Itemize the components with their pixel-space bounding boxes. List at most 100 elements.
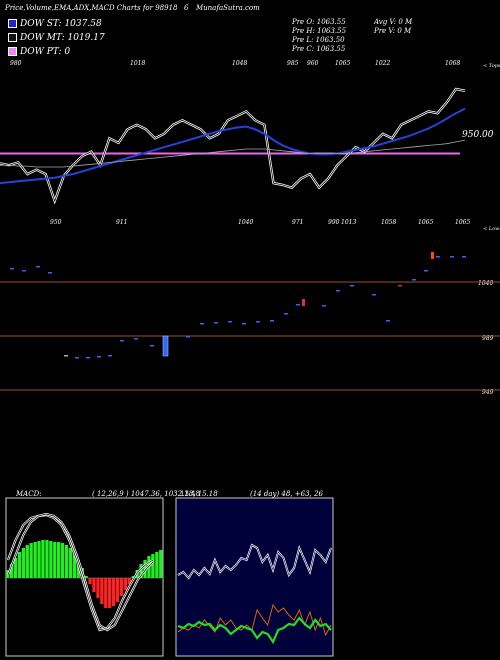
top-label-4: 985	[287, 60, 299, 67]
candle-mark	[86, 357, 90, 359]
top-label-2: 1018	[130, 60, 146, 67]
prev-high: Pre H: 1063.55	[292, 27, 347, 35]
candle-red-bar-2	[431, 252, 434, 259]
tops-tag: < Tops	[483, 63, 500, 69]
legend-label-mt: DOW MT: 1019.17	[20, 32, 105, 43]
level-label-3: 949	[482, 389, 494, 396]
level-label-2: 989	[482, 335, 494, 342]
candle-mark	[256, 321, 260, 323]
macd-histogram-bar	[84, 576, 88, 578]
legend-swatch-st	[8, 19, 17, 28]
legend-dow-pt: DOW PT: 0	[8, 46, 70, 57]
macd-histogram-bar	[45, 540, 49, 578]
site-name: MunafaSutra.com	[196, 4, 260, 12]
candle-mark	[97, 356, 101, 358]
macd-histogram-bar	[127, 578, 131, 584]
top-label-8: 1068	[445, 60, 461, 67]
dow-st-line	[0, 107, 466, 185]
prev-close: Pre C: 1063.55	[292, 45, 346, 53]
candle-mark	[322, 305, 326, 307]
macd-histogram-bar	[123, 578, 128, 590]
candle-big-bar	[162, 335, 169, 357]
bottom-label-2: 911	[116, 219, 128, 226]
candle-mark	[150, 345, 154, 347]
prev-volume: Pre V: 0 M	[374, 27, 412, 35]
legend-dow-st: DOW ST: 1037.58	[8, 18, 102, 29]
price-right-label: 950.00	[462, 130, 494, 140]
candle-mark	[64, 355, 68, 357]
macd-histogram-bar	[131, 576, 135, 578]
macd-histogram-bar	[41, 540, 45, 578]
macd-histogram-bar	[25, 545, 29, 578]
bottom-label-3: 1040	[238, 219, 254, 226]
top-label-3: 1048	[232, 60, 248, 67]
candle-mark	[22, 270, 26, 272]
candle-mark	[336, 290, 340, 292]
adx-line-inner	[177, 544, 332, 579]
macd-histogram-bar	[9, 564, 14, 578]
candle-mark	[228, 321, 232, 323]
price-close-line-inner	[0, 88, 466, 203]
prev-open: Pre O: 1063.55	[292, 18, 346, 26]
plus-di-line	[177, 616, 332, 645]
legend-label-pt: DOW PT: 0	[20, 46, 71, 57]
adx-params: (14 day) 48, +63, 26	[250, 490, 323, 498]
bottom-label-1: 950	[50, 219, 62, 226]
macd-histogram-bar	[108, 578, 112, 608]
legend-swatch-mt	[8, 33, 17, 42]
top-label-6: 1065	[335, 60, 351, 67]
candle-mark	[296, 304, 300, 306]
candle-mark	[350, 285, 354, 287]
candle-mark	[48, 272, 52, 274]
price-close-line	[0, 87, 466, 205]
candle-mark	[412, 279, 416, 281]
candle-mark	[10, 268, 14, 270]
macd-histogram-bar	[96, 578, 100, 598]
candle-mark	[450, 256, 454, 258]
macd-histogram-bar	[112, 578, 116, 606]
adx-panel-frame	[175, 497, 334, 657]
candle-mark	[186, 336, 190, 338]
macd-line-inner	[7, 514, 154, 631]
macd-histogram-bar	[139, 564, 143, 578]
level-label-1: 1040	[478, 280, 494, 287]
macd-histogram-bar	[64, 545, 69, 578]
minus-di-line	[177, 603, 332, 637]
candle-mark	[424, 270, 428, 272]
candle-mark	[200, 323, 204, 325]
macd-histogram-bar	[68, 548, 73, 578]
candle-mark	[462, 256, 466, 258]
macd-histogram-bar	[17, 552, 22, 578]
top-label-5: 960	[307, 60, 319, 67]
bottom-label-8: 1065	[418, 219, 434, 226]
candle-mark	[436, 256, 440, 258]
macd-histogram-bar	[92, 578, 96, 592]
candle-mark	[75, 357, 79, 359]
legend-swatch-pt	[8, 47, 17, 56]
macd-histogram-bar	[57, 542, 61, 578]
candle-mark	[386, 320, 390, 322]
macd-histogram-bar	[104, 578, 108, 608]
bottom-label-6: 1013	[341, 219, 357, 226]
candle-mark	[120, 340, 124, 342]
macd-histogram-bar	[21, 548, 25, 578]
macd-histogram-bar	[13, 558, 18, 578]
candle-mark	[36, 266, 40, 268]
legend-label-st: DOW ST: 1037.58	[20, 18, 102, 29]
candle-mark	[270, 320, 274, 322]
macd-suffix: 13.48	[180, 490, 201, 498]
dow-mt-line	[0, 139, 466, 168]
macd-histogram-bar	[159, 550, 163, 578]
signal-line-inner	[7, 513, 154, 631]
candle-mark	[284, 313, 288, 315]
candle-panel	[0, 252, 500, 391]
bottom-label-4: 971	[292, 219, 304, 226]
bottom-label-7: 1058	[381, 219, 397, 226]
macd-histogram-bar	[33, 542, 37, 578]
candle-mark	[214, 322, 218, 324]
adx-panel	[177, 543, 332, 645]
macd-panel	[6, 512, 163, 632]
candle-mark	[372, 294, 376, 296]
top-label-7: 1022	[375, 60, 391, 67]
